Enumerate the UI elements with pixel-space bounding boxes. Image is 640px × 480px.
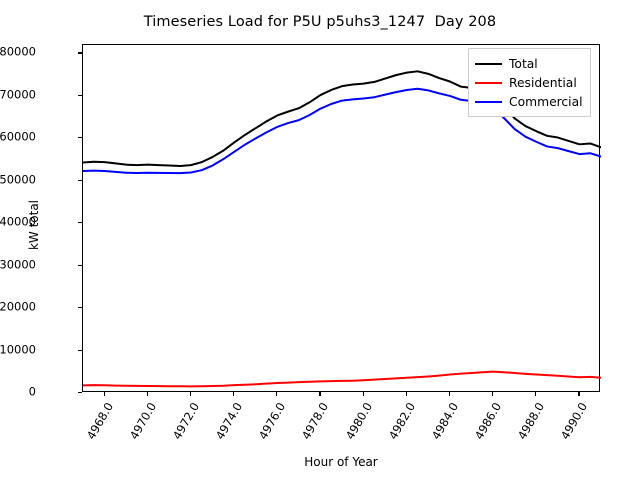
series-line-residential xyxy=(83,370,601,388)
x-tick-mark xyxy=(103,392,105,396)
legend-swatch-total xyxy=(475,62,502,65)
x-tick-mark xyxy=(319,392,321,396)
x-tick-label: 4974.0 xyxy=(212,400,246,442)
y-tick-label-text: 30000 xyxy=(0,257,36,272)
x-tick-label: 4986.0 xyxy=(471,400,505,442)
y-tick-mark xyxy=(78,307,82,309)
y-tick-mark xyxy=(78,222,82,224)
legend-swatch-residential xyxy=(475,81,502,84)
legend-item-commercial: Commercial xyxy=(475,92,583,111)
x-axis-label: Hour of Year xyxy=(304,455,378,469)
x-tick-mark xyxy=(276,392,278,396)
y-tick-mark xyxy=(78,264,82,266)
y-tick-mark xyxy=(78,137,82,139)
x-tick-label: 4980.0 xyxy=(342,400,375,442)
legend-label-text: Commercial xyxy=(509,94,583,109)
series-line-commercial xyxy=(83,87,601,175)
x-tick-label: 4982.0 xyxy=(385,400,418,442)
y-tick-mark xyxy=(78,349,82,351)
legend-label-text: Residential xyxy=(509,75,577,90)
x-tick-mark xyxy=(448,392,450,396)
x-tick-mark xyxy=(405,392,407,396)
x-tick-mark xyxy=(189,392,191,396)
legend-item-residential: Residential xyxy=(475,73,583,92)
chart-title: Timeseries Load for P5U p5uhs3_1247 Day … xyxy=(143,14,497,30)
y-tick-mark xyxy=(78,179,82,181)
x-tick-label: 4990.0 xyxy=(558,400,591,442)
series-line-total xyxy=(83,70,601,167)
x-tick-label: 4968.0 xyxy=(83,400,116,442)
x-tick-mark xyxy=(535,392,537,396)
legend-item-total: Total xyxy=(475,54,583,73)
legend-label-text: Total xyxy=(509,56,538,71)
y-tick-label-text: 20000 xyxy=(0,299,36,314)
y-tick-label-text: 10000 xyxy=(0,342,36,357)
y-tick-label-text: 70000 xyxy=(0,87,36,102)
x-tick-label: 4972.0 xyxy=(169,400,203,442)
x-tick-mark xyxy=(362,392,364,396)
y-tick-mark xyxy=(78,392,82,394)
y-tick-label-text: 50000 xyxy=(0,172,36,187)
x-tick-mark xyxy=(146,392,148,396)
x-tick-mark xyxy=(492,392,494,396)
x-tick-label: 4970.0 xyxy=(126,400,159,442)
chart-legend: Total Residential Commercial xyxy=(468,48,591,117)
y-tick-mark xyxy=(78,52,82,54)
x-tick-label: 4984.0 xyxy=(428,400,462,442)
legend-swatch-commercial xyxy=(475,100,502,103)
x-tick-mark xyxy=(578,392,580,396)
x-tick-mark xyxy=(233,392,235,396)
x-tick-label: 4988.0 xyxy=(515,400,548,442)
y-tick-label-text: 0 xyxy=(28,384,36,399)
y-tick-mark xyxy=(78,94,82,97)
x-tick-label: 4976.0 xyxy=(256,400,289,442)
y-tick-label-text: 60000 xyxy=(0,129,36,144)
y-tick-label-text: 80000 xyxy=(0,44,36,59)
y-tick-label-text: 40000 xyxy=(0,214,36,229)
x-tick-label: 4978.0 xyxy=(299,400,332,442)
series-lines xyxy=(83,70,601,388)
